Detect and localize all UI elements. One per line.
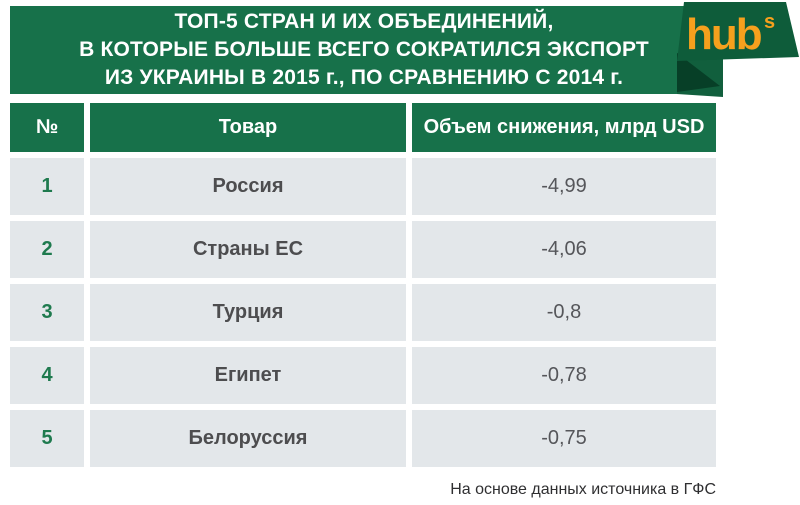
row-5-rank: 5	[10, 410, 84, 467]
column-header-number: №	[10, 103, 84, 152]
row-4-name: Египет	[90, 347, 406, 404]
row-2-value: -4,06	[412, 221, 716, 278]
row-4-value: -0,78	[412, 347, 716, 404]
row-5-value: -0,75	[412, 410, 716, 467]
logo-wordmark: hub	[686, 10, 762, 59]
row-1-rank: 1	[10, 158, 84, 215]
row-5-name: Белоруссия	[90, 410, 406, 467]
column-header-item: Товар	[90, 103, 406, 152]
hubs-logo: hub s	[677, 2, 799, 97]
source-note: На основе данных источника в ГФС	[450, 481, 716, 498]
row-3-value: -0,8	[412, 284, 716, 341]
page-title-line-3: ИЗ УКРАИНЫ В 2015 г., ПО СРАВНЕНИЮ С 201…	[104, 66, 624, 89]
column-header-volume: Объем снижения, млрд USD	[412, 103, 716, 152]
row-3-name: Турция	[90, 284, 406, 341]
page-title: ТОП-5 СТРАН И ИХ ОБЪЕДИНЕНИЙ, В КОТОРЫЕ …	[79, 8, 649, 92]
row-1-value: -4,99	[412, 158, 716, 215]
logo-flag	[677, 2, 799, 61]
logo-superscript: s	[764, 11, 775, 33]
page-title-line-1: ТОП-5 СТРАН И ИХ ОБЪЕДИНЕНИЙ,	[174, 10, 554, 33]
export-decline-table: № Товар Объем снижения, млрд USD 1 Росси…	[10, 103, 716, 467]
row-2-rank: 2	[10, 221, 84, 278]
row-2-name: Страны ЕС	[90, 221, 406, 278]
title-banner: ТОП-5 СТРАН И ИХ ОБЪЕДИНЕНИЙ, В КОТОРЫЕ …	[10, 6, 718, 94]
row-4-rank: 4	[10, 347, 84, 404]
row-1-name: Россия	[90, 158, 406, 215]
page-title-line-2: В КОТОРЫЕ БОЛЬШЕ ВСЕГО СОКРАТИЛСЯ ЭКСПОР…	[79, 38, 649, 61]
row-3-rank: 3	[10, 284, 84, 341]
logo-ribbon-fold	[677, 53, 720, 92]
